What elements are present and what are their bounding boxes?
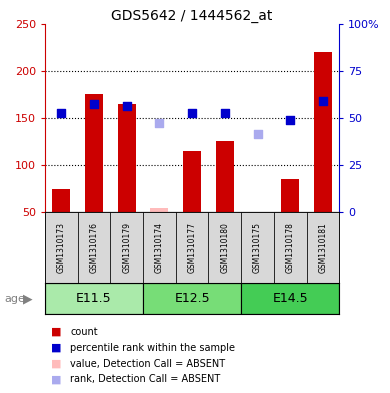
Point — [156, 119, 163, 126]
Text: ▶: ▶ — [23, 292, 33, 305]
Bar — [45, 212, 78, 283]
Bar — [110, 212, 143, 283]
Bar — [274, 212, 307, 283]
Bar — [151, 208, 168, 212]
Bar — [241, 283, 339, 314]
Text: rank, Detection Call = ABSENT: rank, Detection Call = ABSENT — [70, 374, 220, 384]
Point — [320, 98, 326, 104]
Bar — [176, 212, 208, 283]
Bar — [45, 283, 143, 314]
Bar — [118, 104, 136, 212]
Text: ■: ■ — [51, 374, 61, 384]
Point — [124, 103, 130, 109]
Text: ■: ■ — [51, 358, 61, 369]
Bar — [216, 141, 234, 212]
Bar — [208, 212, 241, 283]
Text: E12.5: E12.5 — [174, 292, 210, 305]
Bar — [241, 212, 274, 283]
Text: GSM1310175: GSM1310175 — [253, 222, 262, 273]
Text: GSM1310179: GSM1310179 — [122, 222, 131, 273]
Text: GSM1310176: GSM1310176 — [89, 222, 98, 273]
Text: ■: ■ — [51, 343, 61, 353]
Point — [189, 110, 195, 116]
Point — [287, 117, 293, 123]
Bar — [314, 52, 332, 212]
Point — [254, 131, 261, 137]
Text: GSM1310173: GSM1310173 — [57, 222, 66, 273]
Point — [58, 110, 64, 116]
Bar — [52, 189, 70, 212]
Text: GSM1310180: GSM1310180 — [220, 222, 229, 273]
Bar — [183, 151, 201, 212]
Text: ■: ■ — [51, 327, 61, 337]
Bar — [143, 283, 241, 314]
Text: GSM1310174: GSM1310174 — [155, 222, 164, 273]
Text: GSM1310181: GSM1310181 — [319, 222, 328, 273]
Bar — [281, 179, 299, 212]
Text: count: count — [70, 327, 98, 337]
Point — [91, 101, 97, 107]
Bar — [143, 212, 176, 283]
Bar — [78, 212, 110, 283]
Text: E14.5: E14.5 — [272, 292, 308, 305]
Text: E11.5: E11.5 — [76, 292, 112, 305]
Text: age: age — [4, 294, 25, 304]
Point — [222, 110, 228, 116]
Text: GSM1310178: GSM1310178 — [286, 222, 295, 273]
Title: GDS5642 / 1444562_at: GDS5642 / 1444562_at — [112, 9, 273, 22]
Bar — [307, 212, 339, 283]
Text: value, Detection Call = ABSENT: value, Detection Call = ABSENT — [70, 358, 225, 369]
Text: GSM1310177: GSM1310177 — [188, 222, 197, 273]
Text: percentile rank within the sample: percentile rank within the sample — [70, 343, 235, 353]
Bar — [85, 94, 103, 212]
